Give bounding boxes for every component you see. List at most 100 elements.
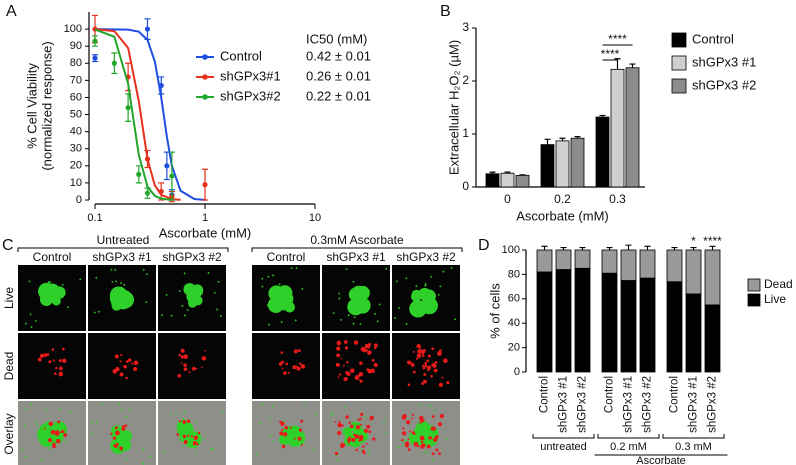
cell-dot: [217, 280, 220, 283]
dead-cell: [428, 436, 432, 440]
cell-dot: [340, 318, 342, 321]
error-bar: [579, 247, 586, 250]
cell-dot: [359, 323, 362, 326]
cell-dot: [183, 412, 186, 414]
error-bar: [644, 245, 651, 250]
dead-cell: [345, 415, 349, 419]
x-tick-label: Control: [669, 376, 681, 413]
dead-cell: [289, 426, 292, 429]
dead-cell: [285, 362, 289, 366]
dead-cell: [406, 420, 411, 425]
dead-cell: [406, 360, 410, 364]
dead-cell: [348, 442, 350, 444]
dead-cell: [421, 443, 426, 448]
dead-cell: [410, 363, 415, 367]
dead-cell: [431, 364, 434, 367]
dead-cell: [412, 350, 415, 353]
cell-cluster: [186, 289, 200, 304]
dead-cell: [373, 362, 378, 368]
bar-segment: [536, 249, 553, 273]
dead-cell: [407, 383, 411, 387]
dead-cell: [411, 417, 414, 420]
cell-dot: [352, 280, 355, 283]
bar-segment: [685, 249, 702, 295]
dead-cell: [110, 432, 113, 435]
dead-cell: [133, 366, 138, 372]
y-tick-label: 100: [502, 244, 520, 256]
dead-cell: [341, 424, 344, 427]
dead-cell: [371, 358, 375, 362]
cell-dot: [402, 444, 405, 447]
panel-label: D: [478, 237, 490, 254]
error-bar: [709, 245, 716, 250]
dead-cell: [294, 437, 296, 440]
y-tick-label: 70: [70, 74, 82, 86]
dead-cell: [178, 353, 181, 357]
cell-dot: [125, 416, 128, 418]
y-tick-label: 100: [64, 23, 82, 35]
bar: [515, 174, 530, 188]
dead-cell: [359, 417, 362, 421]
dead-cell: [119, 446, 124, 451]
fit-curve: [94, 28, 172, 201]
column-label: shGPx3 #1: [92, 250, 152, 264]
dead-cell: [401, 431, 407, 436]
cell-dot: [34, 420, 37, 423]
cell-dot: [290, 267, 293, 270]
panel-label: A: [6, 3, 17, 20]
cell-dot: [376, 320, 379, 323]
dead-cell: [125, 376, 128, 380]
bar-segment: [601, 272, 618, 373]
legend-title: IC50 (mM): [306, 31, 367, 46]
dead-cell: [293, 349, 298, 354]
cell-dot: [396, 280, 398, 283]
cell-cluster: [39, 423, 53, 437]
dead-cell: [366, 424, 371, 429]
dead-cell: [59, 366, 63, 371]
cell-dot: [442, 270, 445, 273]
cell-dot: [278, 283, 281, 286]
cell-dot: [267, 275, 270, 278]
cell-cluster: [350, 288, 360, 298]
dead-cell: [280, 351, 284, 354]
row-label: Overlay: [2, 413, 16, 454]
y-tick-label: 60: [508, 293, 520, 305]
dead-cell: [347, 437, 352, 442]
dead-cell: [369, 415, 374, 420]
micrograph: [252, 333, 320, 399]
dead-cell: [343, 340, 348, 344]
cell-dot: [64, 441, 67, 444]
dead-cell: [182, 434, 187, 439]
dead-cell: [48, 360, 52, 364]
bar: [570, 137, 585, 188]
error-bar: [629, 63, 636, 68]
cell-dot: [314, 413, 317, 416]
dead-cell: [192, 440, 197, 445]
dead-cell: [346, 361, 349, 364]
cell-dot: [352, 322, 355, 325]
dead-cell: [182, 420, 187, 424]
dead-cell: [113, 444, 116, 447]
dead-cell: [345, 370, 349, 375]
dead-cell: [428, 367, 431, 370]
cell-dot: [313, 448, 315, 451]
dead-cell: [412, 370, 416, 374]
cell-dot: [268, 323, 270, 326]
dead-cell: [407, 438, 410, 440]
dead-cell: [336, 340, 342, 346]
data-point: [92, 38, 98, 44]
cell-dot: [126, 442, 129, 445]
dead-cell: [63, 433, 68, 437]
column-label: Control: [267, 250, 306, 264]
cell-dot: [280, 321, 283, 323]
cell-cluster: [110, 294, 123, 307]
cell-dot: [48, 447, 50, 450]
error-bar: [614, 58, 621, 70]
dead-cell: [300, 364, 306, 369]
dead-cell: [350, 368, 355, 373]
dead-cell: [341, 442, 343, 444]
dead-cell: [426, 444, 431, 449]
legend-swatch: [747, 293, 761, 307]
bar-segment: [555, 249, 572, 270]
dead-cell: [190, 435, 193, 438]
